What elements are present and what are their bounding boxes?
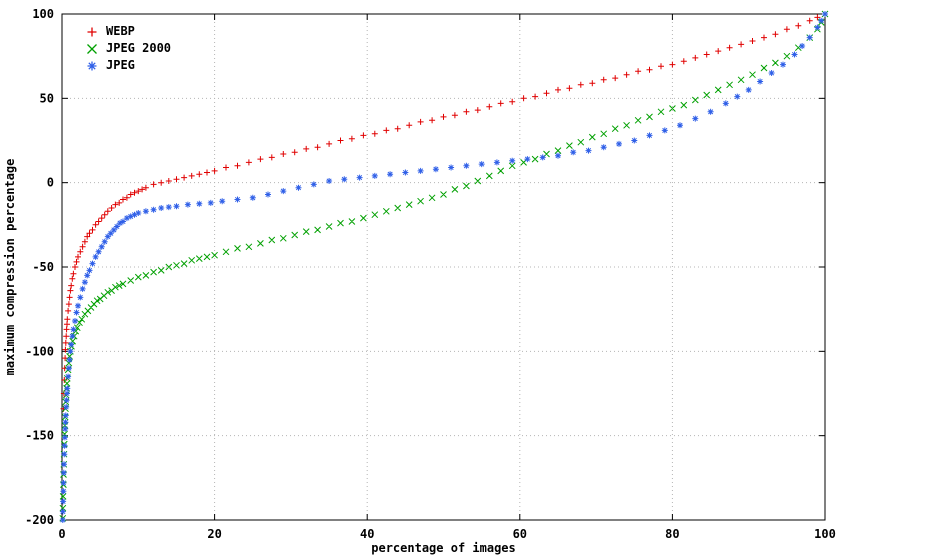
legend-label-jpeg: JPEG [106,57,135,72]
y-tick-label: 100 [32,7,54,21]
y-tick-label: 0 [47,176,54,190]
x-tick-label: 20 [207,527,221,541]
series-webp [60,11,828,412]
legend-item-jpeg2000: JPEG 2000 [84,39,171,56]
series-jpeg2000 [59,10,829,522]
legend-label-webp: WEBP [106,23,135,38]
x-tick-label: 0 [58,527,65,541]
x-tick-label: 100 [814,527,836,541]
gridlines [61,13,826,521]
x-axis-title: percentage of images [371,541,516,555]
y-tick-label: 50 [40,91,54,105]
legend-item-jpeg: JPEG [84,56,171,73]
chart-legend: WEBP JPEG 2000 JPEG [84,22,171,73]
tick-labels: 0 20 40 60 80 100 -200 -150 -100 -50 0 50 100 [25,7,836,541]
series-jpeg [59,11,828,523]
plus-marker-icon [84,24,100,38]
y-tick-label: -150 [25,429,54,443]
y-tick-label: -50 [32,260,54,274]
asterisk-marker-icon [84,58,100,72]
x-tick-label: 40 [360,527,374,541]
legend-item-webp: WEBP [84,22,171,39]
x-tick-label: 60 [513,527,527,541]
y-axis-title: maximum compression percentage [3,158,17,376]
x-tick-label: 80 [665,527,679,541]
legend-label-jpeg2000: JPEG 2000 [106,40,172,55]
y-tick-label: -200 [25,513,54,527]
y-tick-label: -100 [25,344,54,358]
cross-marker-icon [84,41,100,55]
